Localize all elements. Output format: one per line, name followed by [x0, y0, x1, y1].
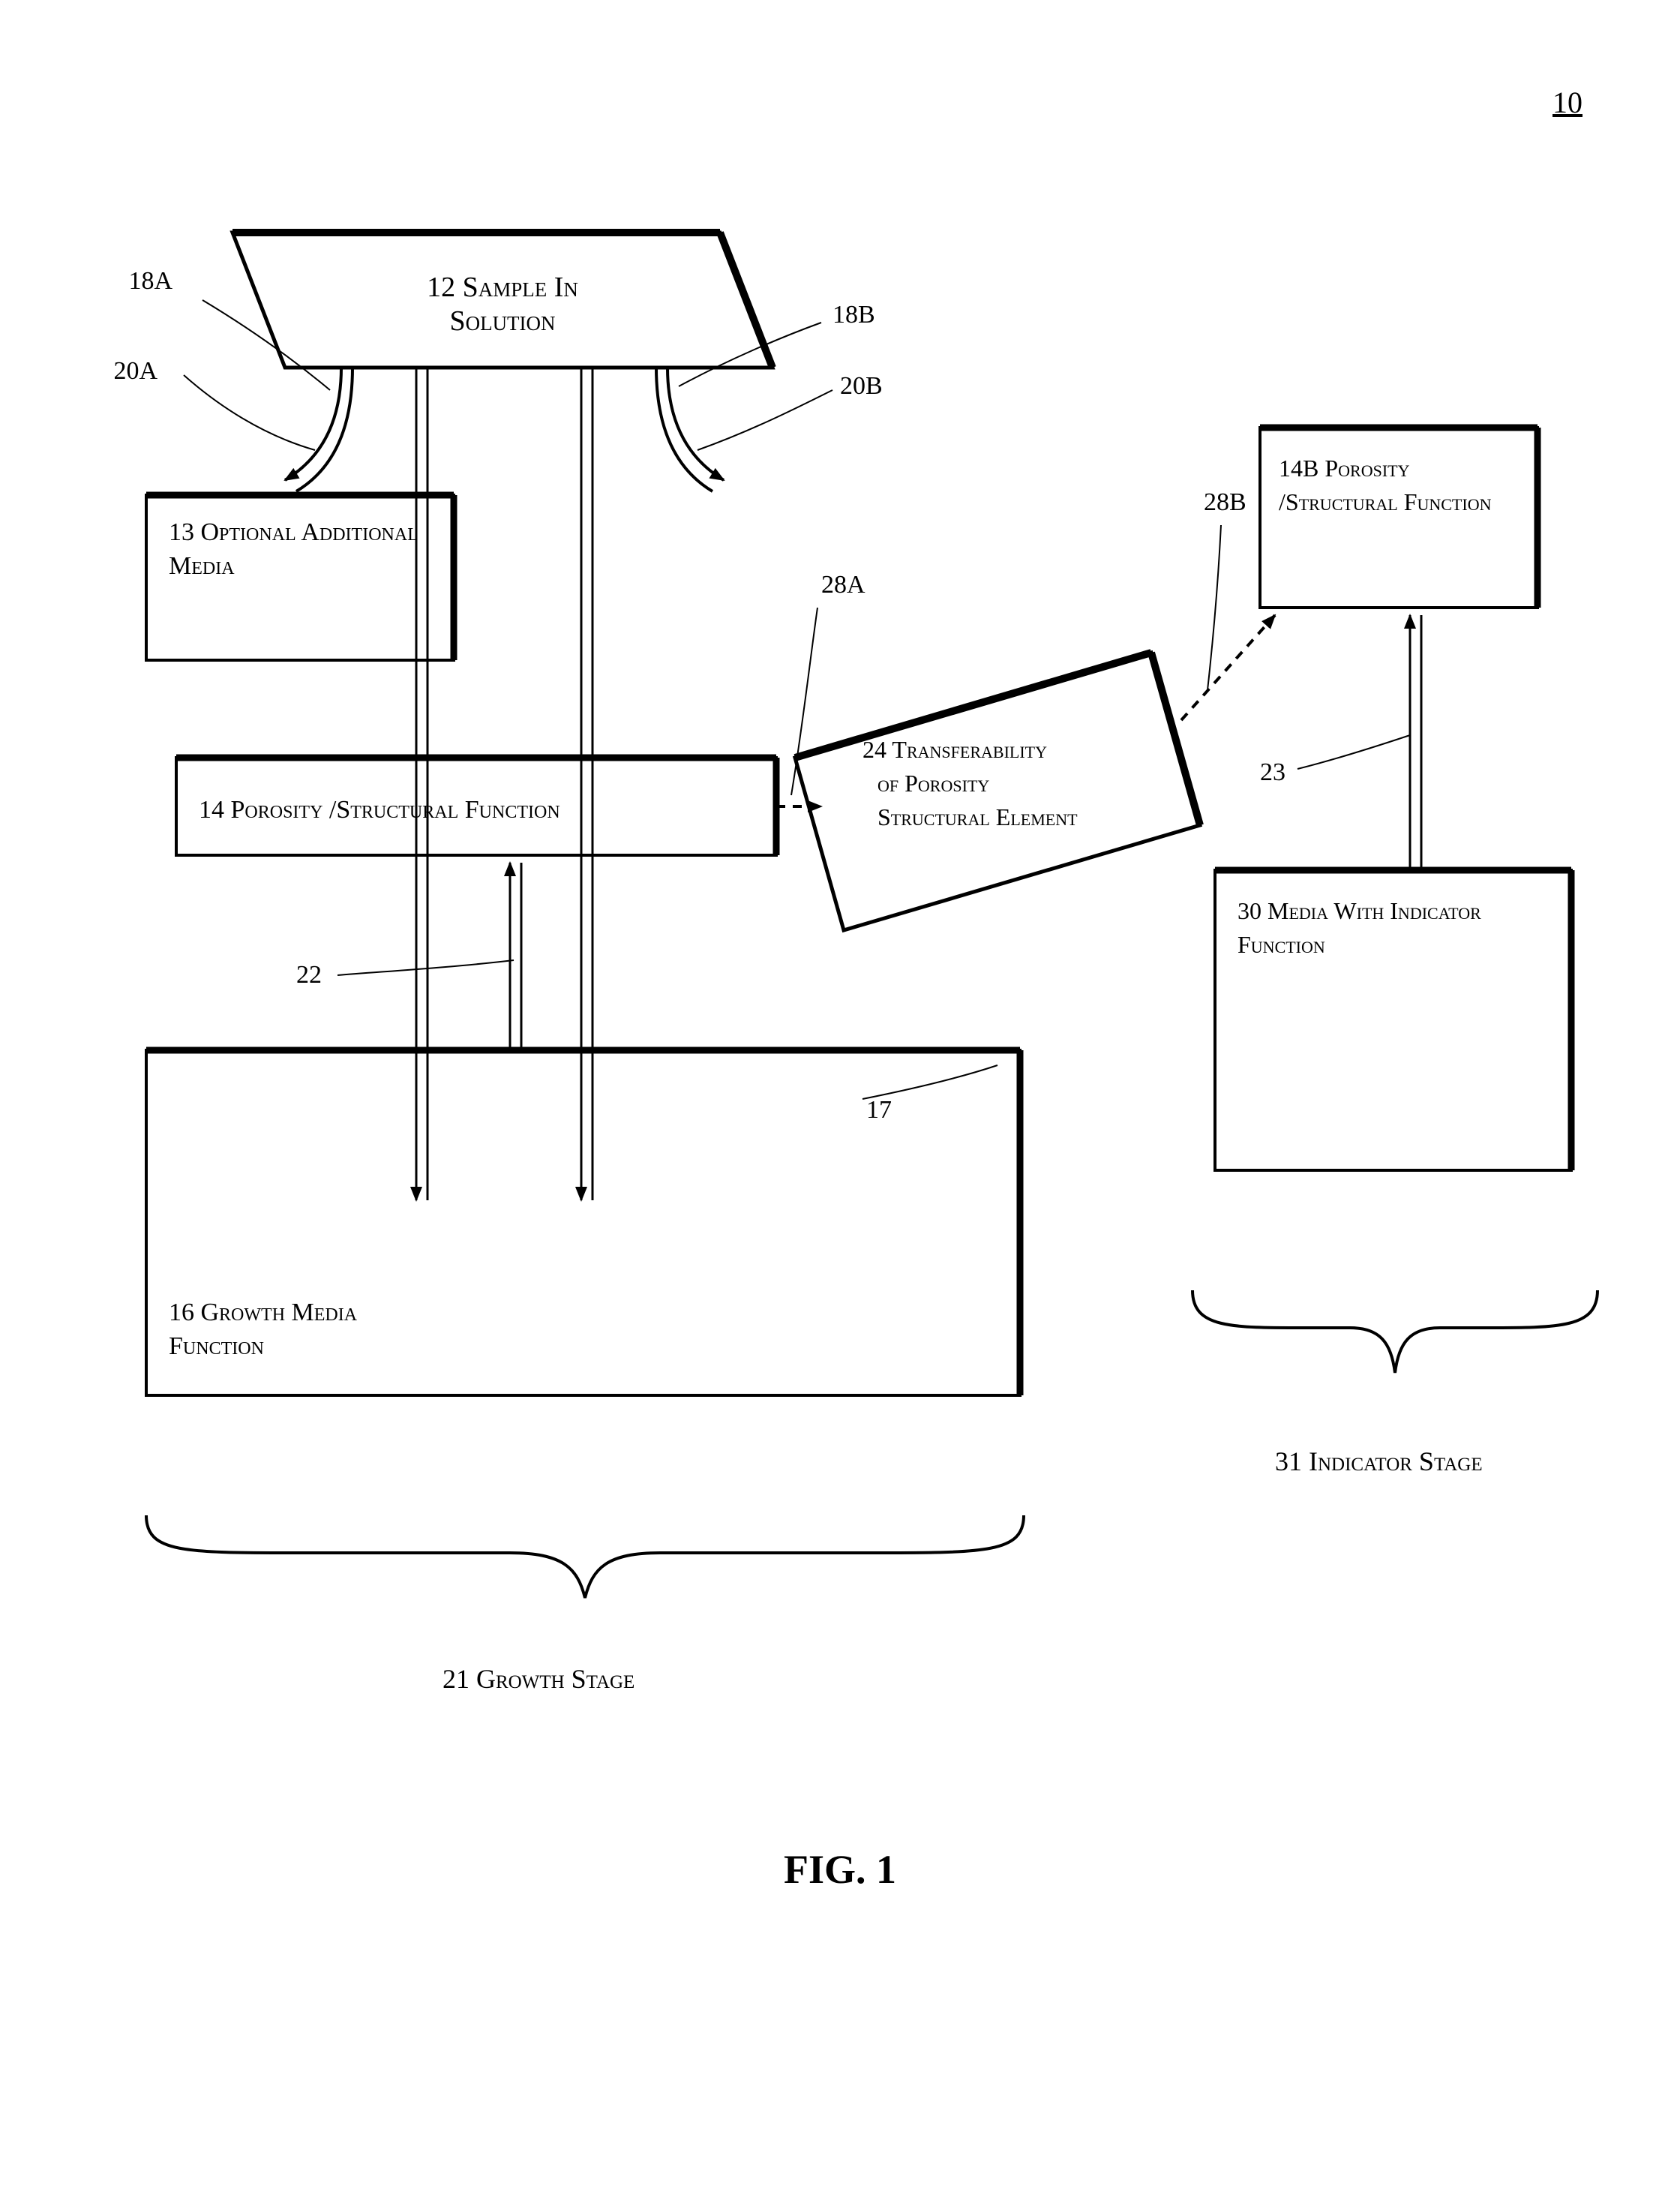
box-transfer-text-3: Structural Element	[878, 803, 1078, 830]
label-20A: 20A	[113, 357, 158, 385]
brace-indicator-stage: 31 Indicator Stage	[1192, 1290, 1598, 1476]
label-18A: 18A	[128, 267, 172, 295]
box-sample-text-2: Solution	[449, 305, 555, 337]
box-sample-num: 12	[427, 272, 455, 303]
box-sample: 12 Sample In Solution	[232, 233, 772, 368]
label-18B: 18B	[832, 301, 875, 329]
label-20B: 20B	[840, 372, 883, 400]
stage-growth-text: Growth Stage	[476, 1664, 634, 1694]
label-28A: 28A	[821, 571, 866, 599]
label-23: 23	[1260, 735, 1410, 786]
box-indicator-text-1: Media With Indicator	[1268, 897, 1481, 924]
svg-text:16 Growth Media: 16 Growth Media	[169, 1299, 358, 1326]
box-optional-text-1: Optional Additional	[201, 518, 418, 546]
arrow-18b: 18B 20B	[656, 301, 883, 491]
box-growth-text-2: Function	[169, 1332, 264, 1360]
svg-text:12 Sample In: 12 Sample In	[427, 272, 578, 303]
svg-text:17: 17	[866, 1096, 892, 1124]
box-transfer-text-2: of Porosity	[878, 770, 989, 797]
box-growth-text-1: Growth Media	[201, 1299, 358, 1326]
box-transfer-text-1: Transferability	[892, 736, 1047, 763]
box-growth-num: 16	[169, 1299, 194, 1326]
brace-growth-stage: 21 Growth Stage	[146, 1515, 1024, 1694]
box-transfer-num: 24	[862, 736, 886, 763]
box-indicator-num: 30	[1238, 897, 1262, 924]
svg-text:21 Growth Stage: 21 Growth Stage	[442, 1664, 634, 1694]
box-optional-text-2: Media	[169, 552, 235, 580]
box-optional-media: 13 Optional Additional Media	[146, 495, 454, 660]
box-indicator-media: 30 Media With Indicator Function	[1215, 870, 1571, 1170]
box-porosity: 14 Porosity /Structural Function	[176, 758, 776, 855]
stage-indicator-text: Indicator Stage	[1309, 1446, 1483, 1476]
box-porosity-b-text-1: Porosity	[1324, 455, 1409, 482]
box-porosity-b-num: 14B	[1279, 455, 1318, 482]
figure-label: FIG. 1	[784, 1847, 896, 1892]
svg-text:24 Transferability: 24 Transferability	[862, 736, 1047, 763]
label-28B: 28B	[1204, 488, 1246, 516]
box-porosity-b: 14B Porosity /Structural Function	[1260, 428, 1538, 608]
label-22: 22	[296, 960, 514, 989]
svg-text:13 Optional Additional: 13 Optional Additional	[169, 518, 418, 546]
stage-indicator-num: 31	[1275, 1446, 1302, 1476]
box-indicator-text-2: Function	[1238, 931, 1325, 958]
arrow-28a: 28A	[776, 571, 866, 806]
box-porosity-num: 14	[199, 796, 224, 824]
box-transfer: 24 Transferability of Porosity Structura…	[795, 653, 1200, 930]
box-sample-text-1: Sample In	[463, 272, 578, 303]
arrow-16-to-14	[510, 863, 521, 1050]
box-porosity-text: Porosity /Structural Function	[231, 796, 560, 824]
svg-text:22: 22	[296, 961, 322, 989]
svg-text:14 Porosity /Structural: 14 Porosity /Structural Function	[199, 796, 560, 824]
svg-text:30 Media With Indicator: 30 Media With Indicator	[1238, 897, 1481, 924]
svg-text:23: 23	[1260, 758, 1286, 786]
box-optional-num: 13	[169, 518, 194, 546]
arrow-18a: 18A 20A	[113, 267, 352, 491]
diagram-number: 10	[1552, 86, 1582, 119]
box-porosity-b-text-2: /Structural Function	[1279, 488, 1492, 515]
svg-text:31 Indicator St: 31 Indicator Stage	[1275, 1446, 1483, 1476]
arrow-30-to-14b	[1410, 615, 1421, 870]
svg-text:14B Porosity: 14B Porosity	[1279, 455, 1410, 482]
stage-growth-num: 21	[442, 1664, 470, 1694]
label-17: 17	[862, 1065, 998, 1124]
